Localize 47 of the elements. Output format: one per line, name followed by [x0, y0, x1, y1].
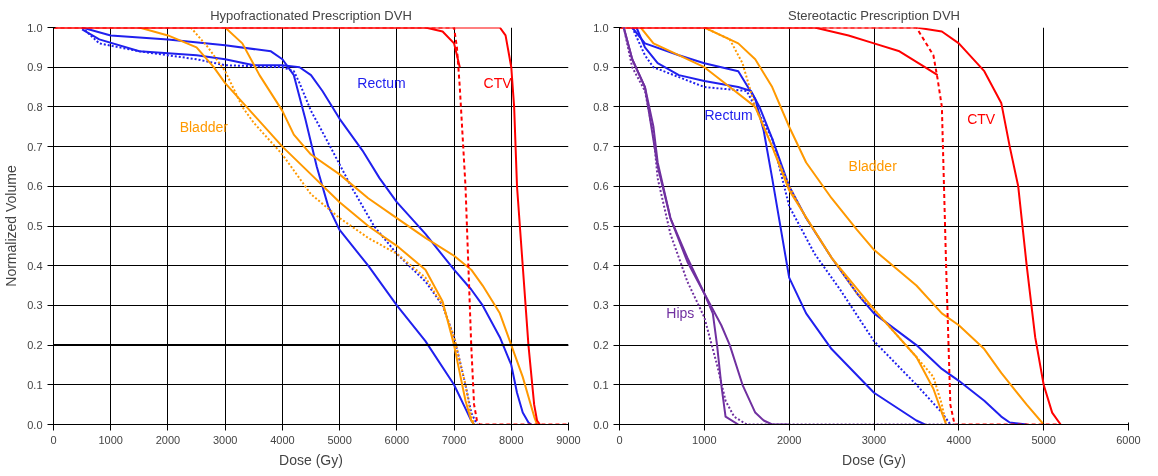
- y-tick-label: 1.0: [27, 21, 43, 34]
- x-tick-label: 0: [50, 433, 57, 446]
- x-axis-title: Dose (Gy): [279, 451, 343, 468]
- y-tick-label: 0.6: [27, 180, 43, 193]
- y-tick-label: 0.8: [27, 100, 43, 113]
- x-tick-label: 6000: [384, 433, 410, 446]
- x-tick-label: 5000: [1031, 433, 1056, 446]
- x-tick-label: 1000: [692, 433, 717, 446]
- series-label: Rectum: [704, 106, 753, 123]
- x-tick-label: 9000: [556, 433, 581, 446]
- y-tick-label: 0.4: [27, 259, 43, 272]
- chart-title: Stereotactic Prescription DVH: [788, 7, 960, 23]
- series-label: CTV: [967, 110, 996, 127]
- y-tick-label: 0.0: [593, 418, 609, 431]
- y-tick-label: 0.7: [27, 140, 43, 153]
- y-axis-title: Normalized Volume: [3, 165, 20, 287]
- y-tick-label: 0.3: [27, 299, 43, 312]
- x-tick-label: 1000: [98, 433, 123, 446]
- y-tick-label: 0.3: [593, 299, 609, 312]
- x-tick-label: 7000: [441, 433, 467, 446]
- y-tick-label: 0.5: [593, 220, 609, 232]
- x-tick-label: 3000: [212, 433, 238, 446]
- y-tick-label: 0.2: [27, 339, 43, 352]
- y-tick-label: 0.1: [593, 378, 609, 391]
- x-tick-label: 4000: [946, 433, 972, 446]
- y-tick-label: 0.8: [593, 100, 609, 113]
- x-tick-label: 6000: [1116, 433, 1141, 446]
- series-label: Hips: [666, 305, 695, 322]
- y-tick-label: 1.0: [593, 21, 609, 34]
- y-tick-label: 0.1: [27, 378, 43, 391]
- y-tick-label: 0.5: [27, 220, 43, 232]
- chart-title: Hypofractionated Prescription DVH: [210, 7, 412, 23]
- x-tick-label: 3000: [861, 433, 887, 446]
- y-tick-label: 0.6: [593, 180, 609, 193]
- x-tick-label: 5000: [327, 433, 352, 446]
- y-tick-label: 0.2: [593, 339, 609, 352]
- x-tick-label: 4000: [270, 433, 295, 446]
- x-tick-label: 0: [616, 433, 623, 446]
- y-tick-label: 0.4: [593, 259, 609, 272]
- x-tick-label: 8000: [499, 433, 524, 446]
- y-tick-label: 0.0: [27, 418, 43, 431]
- y-tick-label: 0.9: [593, 61, 609, 74]
- y-tick-label: 0.9: [27, 61, 43, 74]
- x-tick-label: 2000: [155, 433, 181, 446]
- x-tick-label: 2000: [776, 433, 802, 446]
- y-tick-label: 0.7: [593, 140, 609, 153]
- x-axis-title: Dose (Gy): [842, 451, 906, 468]
